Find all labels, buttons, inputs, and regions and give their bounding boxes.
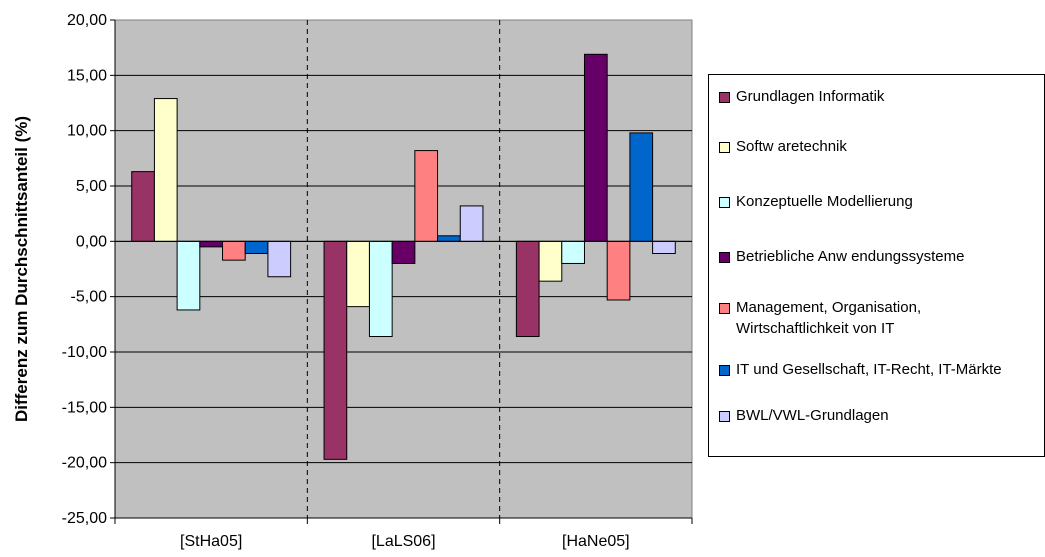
legend: Grundlagen Informatik Softw aretechnik Kon… (708, 74, 1045, 457)
x-tick-label: [HaNe05] (562, 533, 630, 550)
bar (437, 235, 461, 242)
legend-item: Konzeptuelle Modellierung (719, 193, 913, 212)
x-tick-label: [StHa05] (180, 533, 242, 550)
legend-swatch (719, 197, 730, 208)
bar (459, 205, 484, 242)
legend-label: Softw aretechnik (736, 138, 847, 155)
bar (515, 240, 540, 338)
bar (414, 150, 439, 242)
y-tick-label: -15,00 (62, 399, 107, 416)
bar (391, 240, 416, 264)
legend-swatch (719, 303, 730, 314)
y-tick-label: -20,00 (62, 455, 107, 472)
bar (606, 240, 631, 301)
legend-item: Grundlagen Informatik (719, 88, 884, 107)
bars (131, 53, 676, 460)
legend-item: Betriebliche Anw endungssysteme (719, 248, 964, 267)
legend-label: Management, Organisation, Wirtschaftlich… (736, 299, 922, 337)
bar (561, 240, 585, 264)
legend-label: Betriebliche Anw endungssysteme (736, 248, 965, 265)
bar-chart: 20,00 15,00 10,00 5,00 0,00 -5,00 -10,00 -15,00… (12, 12, 693, 550)
legend-label: IT und Gesellschaft, IT-Recht, IT-Märkte (736, 361, 1002, 378)
legend-item: Management, Organisation, Wirtschaftlich… (719, 299, 921, 339)
legend-swatch (719, 92, 730, 103)
legend-label: BWL/VWL-Grundlagen (736, 407, 889, 424)
legend-item: Softw aretechnik (719, 138, 847, 157)
legend-swatch (719, 252, 730, 263)
bar (222, 240, 246, 261)
legend-label: Grundlagen Informatik (736, 88, 885, 105)
axes (110, 19, 693, 524)
bar (131, 171, 155, 242)
bar (244, 240, 269, 255)
y-tick-label: 20,00 (67, 12, 107, 29)
legend-swatch (719, 142, 730, 153)
legend-label: Konzeptuelle Modellierung (736, 193, 913, 210)
legend-item: BWL/VWL-Grundlagen (719, 407, 889, 426)
bar (267, 240, 292, 278)
bar (346, 240, 370, 308)
y-tick-label: 0,00 (76, 233, 107, 250)
bar (323, 240, 348, 460)
y-tick-label: -10,00 (62, 344, 107, 361)
bar (538, 240, 563, 282)
y-tick-labels: 20,00 15,00 10,00 5,00 0,00 -5,00 -10,00 -15,00… (62, 12, 107, 527)
bar (176, 240, 201, 311)
y-tick-label: 15,00 (67, 67, 107, 84)
legend-swatch (719, 411, 730, 422)
x-tick-labels: [StHa05] [LaLS06] [HaNe05] (180, 533, 630, 550)
y-tick-label: -5,00 (71, 289, 108, 306)
legend-item: IT und Gesellschaft, IT-Recht, IT-Märkte (719, 361, 1002, 380)
bar (583, 53, 608, 242)
legend-swatch (719, 365, 730, 376)
bar (368, 240, 393, 338)
y-tick-label: 10,00 (67, 123, 107, 140)
bar (652, 240, 676, 255)
category-separators (306, 20, 501, 518)
bar (629, 132, 654, 242)
bar (199, 240, 224, 248)
x-tick-label: [LaLS06] (371, 533, 435, 550)
y-axis-title: Differenz zum Durchschnittsanteil (%) (12, 116, 31, 422)
bar (153, 98, 178, 242)
y-tick-label: 5,00 (76, 178, 107, 195)
y-tick-label: -25,00 (62, 510, 107, 527)
